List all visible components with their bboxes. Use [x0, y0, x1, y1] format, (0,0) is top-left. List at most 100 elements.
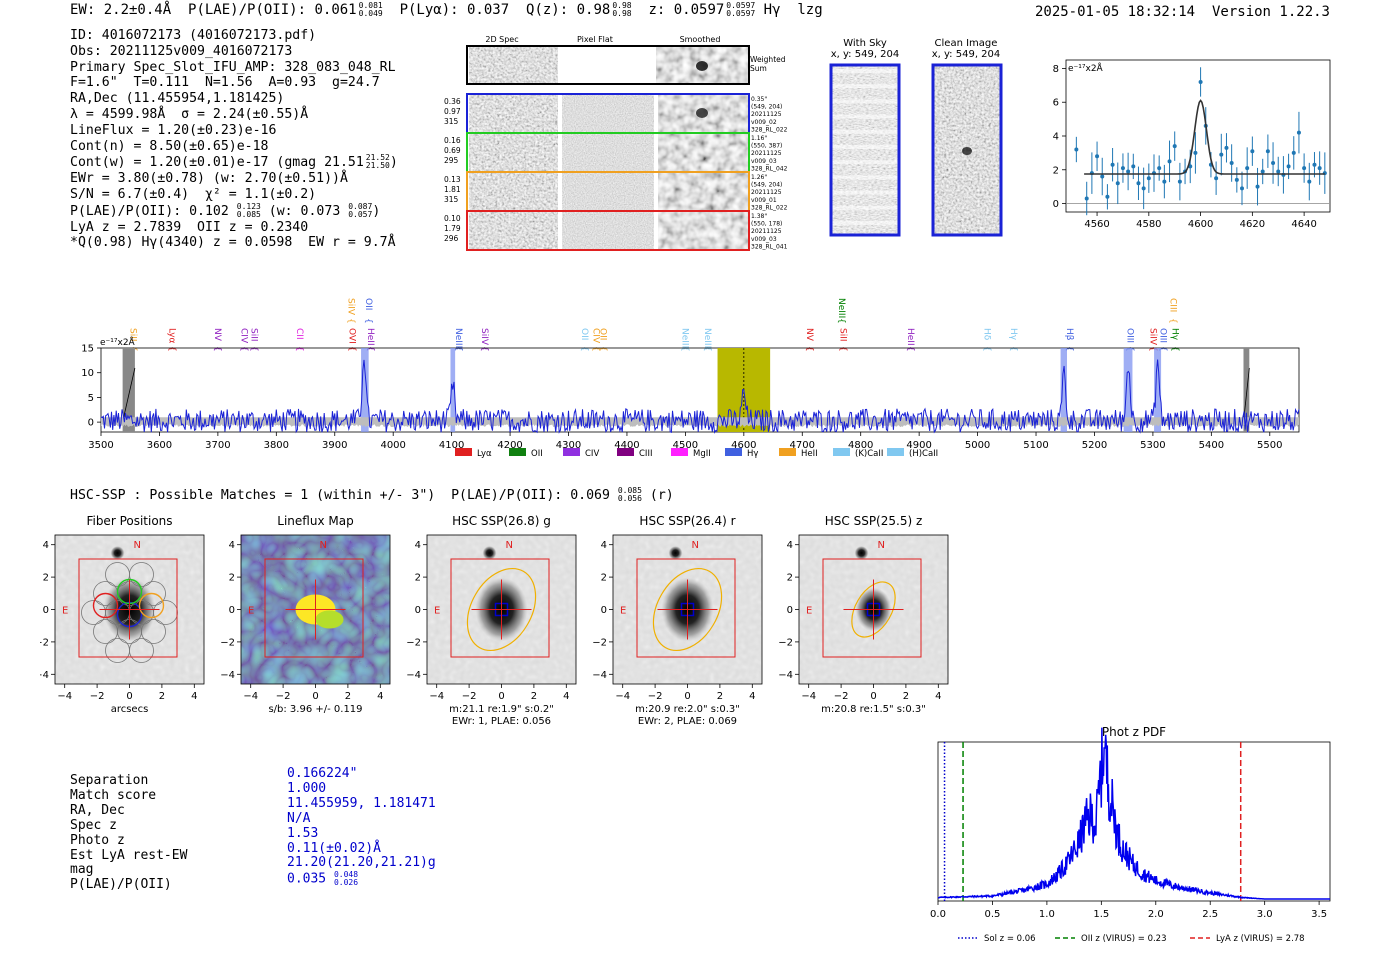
fit-data-point [1265, 149, 1270, 154]
summary-label: mag [70, 862, 94, 878]
hsc-y-tick-label: 0 [787, 605, 793, 616]
spectrum-y-tick-label: 5 [88, 393, 94, 404]
hsc-x-tick-label: −2 [90, 691, 105, 702]
sky-stripe [831, 221, 899, 225]
spectrum-line-label: CII [294, 328, 304, 340]
photz-x-tick-label: 1.5 [1093, 909, 1109, 920]
north-label: N [692, 540, 699, 551]
east-label: E [620, 606, 626, 617]
north-label: N [878, 540, 885, 551]
clean-image-title: Clean Image x, y: 549, 204 [930, 38, 1002, 60]
hsc-panel-title: HSC SSP(26.4) r [639, 514, 735, 528]
hsc-x-tick-label: 0 [870, 691, 876, 702]
cutout-pixelflat [562, 173, 654, 210]
info-contw-lo: 21.50 [365, 161, 390, 171]
spectrum-line-bracket: { [598, 346, 608, 352]
spectrum-unit: e⁻¹⁷x2Å [100, 336, 136, 348]
version: Version 1.22.3 [1211, 4, 1330, 20]
cutout-2dspec [469, 95, 558, 132]
hsc-caption: s/b: 3.96 +/- 0.119 [268, 704, 362, 715]
spectrum-line-bracket: { [345, 318, 355, 324]
info-plae-hi: 0.123 [236, 201, 261, 211]
fit-data-point [1074, 147, 1079, 152]
photz-frame [937, 741, 1331, 902]
hsc-y-tick-label: −2 [406, 637, 421, 648]
spectrum-line-band [1060, 348, 1067, 432]
cutout-left-label: 296 [444, 234, 459, 243]
legend-swatch [617, 448, 634, 456]
sky-stripe [831, 114, 899, 119]
hsc-x-tick-label: −4 [615, 691, 630, 702]
cutout-left-label: 0.16 [444, 136, 461, 145]
fit-data-point [1146, 176, 1151, 181]
fit-data-point [1245, 166, 1250, 171]
spectrum-line-bracket: { [591, 346, 601, 352]
fiber-circle [141, 619, 166, 644]
spectrum-x-tick-label: 5300 [1140, 440, 1165, 451]
cutout-right-label: 20211125 [751, 189, 782, 196]
cutout-right-label: (549, 204) [751, 182, 782, 189]
fit-data-point [1240, 186, 1244, 191]
spectrum-x-tick-label: 4600 [731, 440, 756, 451]
spectrum-line-bracket: { [248, 346, 258, 352]
hsc-x-tick-label: −2 [834, 691, 849, 702]
cutout-right-label: 0.35" [751, 96, 767, 103]
legend-swatch [509, 448, 526, 456]
hsc-y-tick-label: 2 [229, 573, 235, 584]
legend-swatch [779, 448, 796, 456]
legend-swatch [455, 448, 472, 456]
north-label: N [134, 540, 141, 551]
spectrum-line-bracket: { [1168, 318, 1178, 324]
spectrum-line-label: Lyα [166, 328, 176, 344]
summary-value: 11.455959, 1.181471 [287, 795, 436, 811]
hsc-panel: HSC SSP(26.4) r N E −4 −4 −2 −2 0 0 2 2 4 4 m:20.9 re… [592, 514, 763, 725]
spectrum-line-bracket: { [365, 346, 375, 352]
legend-label: MgII [693, 449, 711, 459]
fit-data-point [1141, 186, 1146, 191]
fiber-circle [129, 562, 154, 587]
photz-title: Phot z PDF [1102, 725, 1166, 739]
timestamp: 2025-01-05 18:32:14 [1034, 4, 1196, 20]
spectrum-line-label: CIII [1168, 298, 1178, 312]
fit-data-point [1126, 169, 1131, 174]
legend-label: (H)CaII [909, 449, 938, 459]
summary-plae-hi: 0.048 [333, 870, 359, 880]
col-header-2dspec: 2D Spec [485, 35, 518, 44]
spectrum-x-tick-label: 3800 [264, 440, 289, 451]
photz-x-tick-label: 3.0 [1257, 909, 1273, 920]
cutout-2dspec [469, 134, 558, 171]
spectrum-line-label: NeIII [453, 328, 463, 348]
spectrum-x-tick-label: 4400 [614, 440, 639, 451]
fit-frame [1065, 59, 1331, 213]
fit-model-curve [1084, 99, 1325, 175]
hsc-y-tick-label: −4 [592, 670, 607, 681]
hsc-panel: Fiber Positions N E −4 −4 −2 −2 0 0 2 2 4 4 arcsecs [40, 514, 205, 715]
spectrum-y-tick-label: 0 [88, 418, 94, 429]
legend-swatch [671, 448, 688, 456]
cutout-right-label: v009_03 [751, 158, 777, 165]
spectrum-x-tick-label: 5000 [965, 440, 990, 451]
fit-data-point [1312, 162, 1317, 167]
fit-unit: e⁻¹⁷x2Å [1068, 62, 1104, 74]
fit-data-point [1136, 181, 1141, 186]
cutout-pixelflat [562, 134, 654, 171]
cutout-left-label: 1.79 [444, 224, 461, 233]
hsc-panel-title: HSC SSP(25.5) z [825, 514, 923, 528]
info-radec: RA,Dec (11.455954,1.181425) [70, 91, 285, 107]
info-lineflux: LineFlux = 1.20(±0.23)e-16 [70, 122, 277, 138]
fit-y-tick-label: 6 [1053, 98, 1059, 109]
hsc-y-tick-label: 0 [601, 605, 607, 616]
summary-plae-value: 0.035 [287, 871, 327, 887]
hsc-caption-2: EWr: 2, PLAE: 0.069 [638, 716, 737, 725]
summary-label: Est LyA rest-EW [70, 847, 188, 863]
cutout-right-label: 1.38" [751, 213, 767, 220]
spectrum-masked-band [122, 348, 135, 432]
fit-data-point [1157, 166, 1162, 171]
spectrum-line-bracket: { [804, 346, 814, 352]
info-contw-text: Cont(w) = 1.20(±0.01)e-17 (gmag 21.51 [70, 155, 364, 171]
spectrum-line-label: Hγ [1008, 328, 1018, 341]
cutout-smoothed [658, 173, 748, 210]
info-id: ID: 4016072173 (4016072173.pdf) [70, 28, 317, 43]
